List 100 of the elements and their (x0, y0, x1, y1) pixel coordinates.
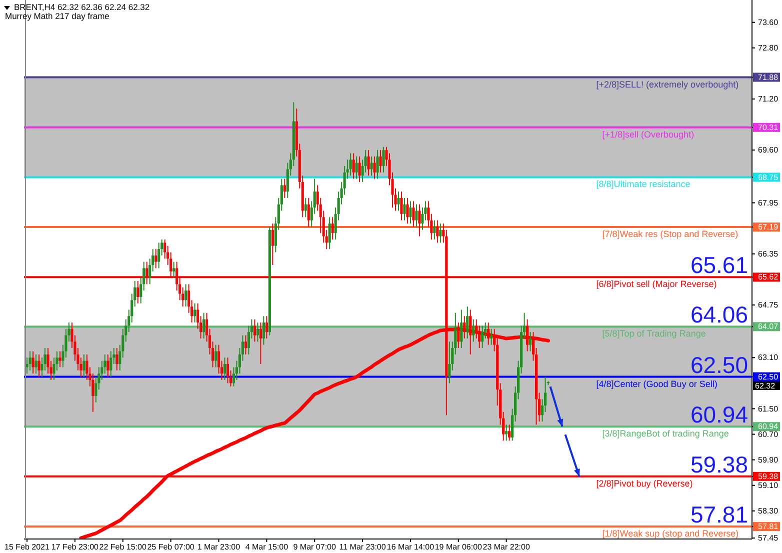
candlestick (304, 197, 307, 218)
y-tick-label: 57.81 (758, 522, 779, 532)
candlestick (406, 197, 409, 224)
y-tick-label: 60.94 (758, 422, 779, 432)
y-tick-label: 72.80 (758, 43, 779, 52)
x-tick-label: 25 Feb 07:00 (147, 542, 195, 552)
candlestick (28, 350, 32, 371)
y-tick-label: 59.10 (758, 480, 779, 490)
candlestick (409, 200, 412, 224)
y-tick-label: 59.90 (758, 455, 779, 464)
x-tick-label: 15 Feb 2021 (4, 542, 50, 552)
candlestick (202, 312, 206, 339)
candlestick (38, 354, 40, 378)
candlestick (355, 156, 358, 180)
candlestick (481, 325, 484, 349)
text: 64.06 (690, 302, 748, 328)
candlestick (400, 191, 403, 221)
ref-line-label: [2/8]Pivot buy (Reverse) (596, 478, 693, 488)
candlestick (58, 350, 62, 368)
text: 59.38 (690, 451, 748, 478)
candlestick (472, 318, 475, 342)
candlestick (262, 316, 265, 346)
text: 60.94 (690, 402, 748, 428)
y-tick-label: 73.60 (758, 18, 779, 27)
chart-title: BRENT,H4 62.32 62.36 62.24 62.32 (14, 2, 150, 12)
y-tick-label: 68.75 (758, 172, 779, 182)
y-tick-label: 59.38 (758, 472, 779, 481)
ref-line-label: [8/8]Ultimate resistance (596, 179, 690, 190)
candlestick (448, 341, 451, 384)
candlestick (436, 220, 439, 244)
candlestick (466, 306, 469, 339)
ref-line-label: [+2/8]SELL! (extremely overbought) (596, 79, 739, 90)
y-tick-label: 64.07 (758, 322, 779, 332)
candlestick (433, 220, 436, 240)
candlestick (358, 156, 361, 183)
y-tick-label: 67.95 (758, 198, 779, 208)
x-tick-label: 9 Mar 07:00 (293, 542, 336, 552)
x-tick-label: 23 Mar 22:00 (482, 542, 530, 552)
y-tick-label: 62.50 (758, 372, 779, 382)
y-tick-label: 57.45 (758, 534, 779, 543)
candlestick (349, 152, 352, 176)
text: Murrey Math 217 day frame (5, 11, 110, 21)
text: 57.81 (690, 502, 748, 528)
x-tick-label: 1 Mar 23:00 (197, 542, 241, 552)
candlestick (214, 344, 218, 368)
candlestick (283, 178, 286, 198)
text: 62.32 (755, 382, 776, 391)
candlestick (373, 156, 376, 180)
candlestick (106, 354, 110, 378)
candlestick (136, 280, 140, 304)
candlestick (370, 156, 373, 176)
candlestick (32, 350, 34, 374)
ref-line-label: [+1/8]sell (Overbought) (602, 129, 694, 140)
y-tick-label: 66.35 (758, 249, 779, 258)
ref-line-label: [1/8]Weak sup (stop and Reverse) (602, 528, 739, 539)
candlestick (172, 261, 176, 278)
candlestick (529, 332, 532, 352)
y-tick-label: 63.10 (758, 353, 779, 362)
x-tick-label: 16 Mar 14:00 (386, 542, 435, 552)
candlestick (460, 309, 463, 349)
x-tick-label: 4 Mar 15:00 (245, 542, 289, 552)
candlestick (34, 354, 38, 374)
candlestick (244, 334, 247, 355)
candlestick (412, 200, 415, 228)
candlestick (265, 316, 268, 339)
candlestick (331, 216, 334, 240)
candlestick (376, 150, 379, 180)
candlestick (158, 242, 160, 269)
candlestick (397, 191, 400, 212)
candlestick (505, 424, 508, 442)
candlestick (116, 348, 118, 371)
text: 62.50 (690, 352, 748, 378)
candlestick (508, 424, 511, 442)
candlestick (418, 204, 421, 237)
x-tick-label: 22 Feb 15:00 (99, 542, 147, 552)
x-tick-label: 17 Feb 23:00 (51, 542, 100, 552)
y-tick-label: 70.31 (758, 122, 779, 132)
ref-line-label: [5/8]Top of Trading Range (602, 328, 706, 339)
candlestick (226, 357, 230, 384)
text: 65.61 (690, 252, 748, 278)
candlestick (253, 318, 256, 342)
candlestick (328, 216, 331, 250)
x-tick-label: 19 Mar 06:00 (434, 542, 483, 552)
candlestick (403, 197, 406, 221)
candlestick (259, 322, 262, 365)
y-tick-label: 60.70 (758, 430, 779, 439)
candlestick (82, 354, 86, 378)
ref-line-label: [7/8]Weak res (Stop and Reverse) (602, 229, 738, 240)
candlestick (439, 223, 442, 244)
candlestick (367, 150, 370, 176)
candlestick (382, 146, 385, 173)
y-tick-label: 58.30 (758, 506, 779, 516)
ref-line-label: [6/8]Pivot sell (Major Reverse) (596, 279, 717, 290)
y-tick-label: 65.62 (758, 272, 779, 282)
candlestick (193, 302, 196, 324)
candlestick (379, 150, 382, 173)
y-tick-label: 71.20 (758, 94, 779, 104)
candlestick (110, 350, 112, 378)
candlestick (256, 322, 259, 342)
candlestick (415, 204, 418, 228)
